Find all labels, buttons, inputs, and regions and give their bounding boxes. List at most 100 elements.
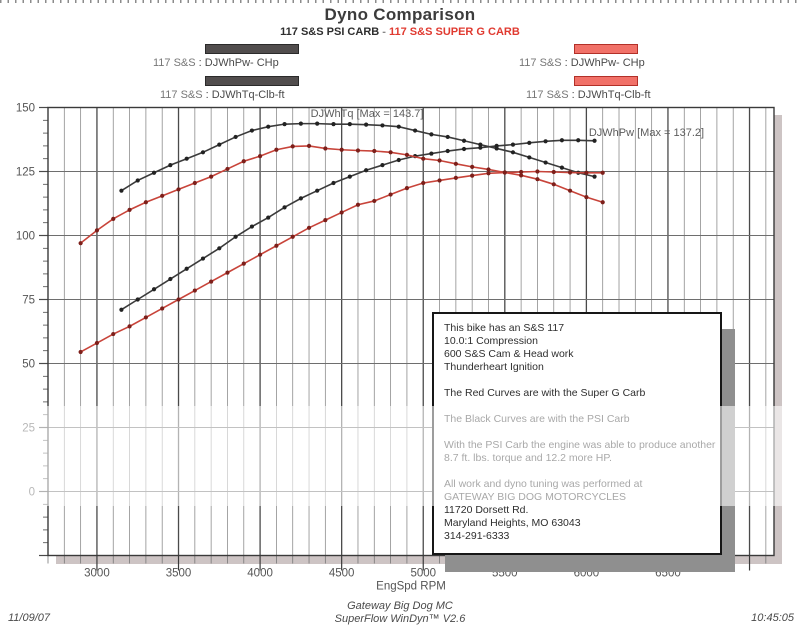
- note-line: 600 S&S Cam & Head work: [444, 348, 574, 360]
- data-point: [584, 170, 589, 175]
- note-line: 314-291-6333: [444, 530, 510, 542]
- data-point: [478, 145, 483, 150]
- data-point: [192, 180, 197, 186]
- data-point: [364, 122, 369, 127]
- data-point: [257, 252, 263, 257]
- data-point: [486, 171, 491, 176]
- data-point: [78, 241, 83, 246]
- data-point: [176, 187, 181, 192]
- data-point: [510, 150, 516, 155]
- data-point: [119, 188, 124, 193]
- curve-line: [120, 122, 595, 192]
- legend-channel: : DJWhTq-Clb-ft: [205, 89, 285, 101]
- data-point: [600, 170, 605, 175]
- data-point: [404, 152, 410, 157]
- data-point: [274, 243, 279, 248]
- curve-max-annotation: DJWhTq [Max = 143.7]: [311, 108, 424, 120]
- legend-swatch-psi-torque: [205, 76, 299, 86]
- data-point: [461, 138, 467, 143]
- data-point: [111, 331, 116, 337]
- x-tick-label: 5500: [492, 568, 518, 580]
- data-point: [478, 142, 483, 147]
- data-point: [347, 174, 352, 179]
- data-point: [184, 266, 189, 271]
- y-tick-label: 125: [16, 167, 35, 179]
- x-tick-label: 6500: [655, 568, 681, 580]
- data-point: [266, 124, 271, 129]
- data-point: [519, 173, 524, 178]
- data-point: [249, 224, 255, 229]
- data-point: [445, 134, 450, 140]
- data-point: [355, 148, 361, 153]
- data-point: [535, 177, 540, 182]
- data-point: [388, 192, 393, 197]
- data-point: [331, 122, 336, 127]
- data-point: [559, 138, 565, 143]
- note-line: 11720 Dorsett Rd.: [444, 504, 529, 516]
- data-point: [111, 216, 116, 221]
- data-point: [519, 169, 524, 175]
- legend-label-psi-torque: 117 S&S : DJWhTq-Clb-ft: [160, 89, 285, 101]
- subtitle-separator: -: [379, 26, 389, 38]
- data-point: [470, 164, 475, 169]
- data-point: [551, 182, 556, 187]
- curve-line: [120, 139, 595, 311]
- data-point: [143, 315, 148, 320]
- data-point: [282, 205, 287, 210]
- y-tick-label: 150: [16, 103, 35, 115]
- data-point: [364, 168, 369, 173]
- data-point: [347, 122, 352, 127]
- page-title: Dyno Comparison: [324, 5, 476, 24]
- scan-artifact-tick-row: [0, 0, 800, 3]
- y-tick-label: 75: [22, 295, 35, 307]
- data-point: [576, 138, 581, 143]
- data-point: [470, 173, 475, 178]
- data-point: [241, 159, 246, 164]
- data-point: [543, 139, 548, 144]
- x-tick-label: 4500: [329, 568, 355, 580]
- data-point: [461, 146, 467, 152]
- data-point: [396, 124, 401, 129]
- subtitle-super-g-carb: 117 S&S SUPER G CARB: [389, 26, 520, 38]
- data-point: [412, 128, 418, 133]
- legend-channel: : DJWhTq-Clb-ft: [571, 89, 651, 101]
- data-point: [217, 246, 222, 251]
- curve-2: [78, 143, 605, 246]
- data-point: [315, 121, 320, 126]
- x-tick-label: 4000: [247, 568, 273, 580]
- data-point: [315, 188, 320, 193]
- annotations: DJWhTq [Max = 143.7] DJWhPw [Max = 137.2]: [311, 108, 704, 139]
- data-point: [355, 202, 361, 207]
- note-line: This bike has an S&S 117: [444, 322, 565, 334]
- data-point: [233, 234, 238, 239]
- legend-prefix: 117 S&S: [526, 89, 569, 101]
- data-point: [380, 163, 385, 168]
- data-point: [404, 186, 410, 191]
- data-point: [380, 123, 385, 128]
- data-point: [257, 154, 263, 159]
- data-point: [421, 180, 426, 186]
- legend-prefix: 117 S&S: [153, 57, 196, 69]
- data-point: [119, 307, 124, 312]
- footer-time: 10:45:05: [751, 612, 794, 624]
- note-line: Thunderheart Ignition: [444, 361, 544, 373]
- data-point: [306, 225, 312, 230]
- footer-date: 11/09/07: [8, 612, 51, 624]
- data-point: [453, 175, 458, 180]
- data-point: [143, 200, 148, 205]
- data-point: [176, 297, 181, 302]
- data-point: [274, 147, 279, 152]
- data-point: [290, 234, 295, 239]
- data-point: [298, 196, 303, 201]
- data-point: [209, 279, 214, 284]
- data-point: [209, 174, 214, 179]
- data-point: [135, 178, 140, 183]
- data-point: [592, 138, 597, 143]
- data-point: [217, 142, 222, 147]
- x-tick-label: 3000: [84, 568, 110, 580]
- note-line: The Red Curves are with the Super G Carb: [444, 387, 646, 399]
- data-point: [290, 144, 295, 149]
- data-point: [168, 163, 173, 168]
- legend-label-superg-torque: 117 S&S : DJWhTq-Clb-ft: [526, 89, 651, 101]
